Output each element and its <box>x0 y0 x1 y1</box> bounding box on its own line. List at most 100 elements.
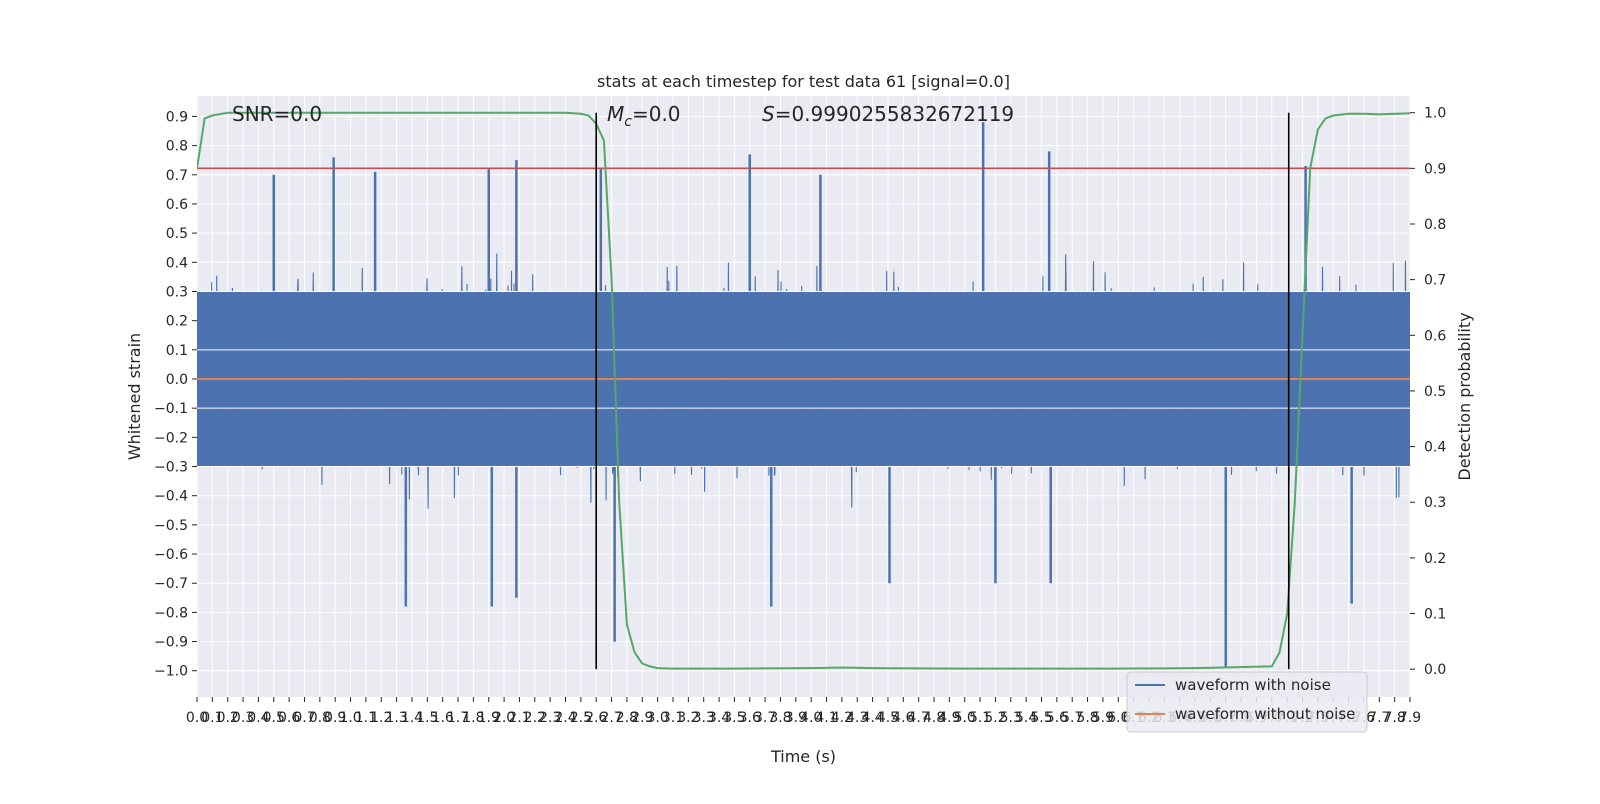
y-tick-label: 0.7 <box>166 168 188 184</box>
x-tick-label: 0.3 <box>232 710 254 726</box>
x-tick-label: 1.3 <box>385 710 407 726</box>
x-tick-label: 0.0 <box>186 710 208 726</box>
x-tick-label: 3.5 <box>723 710 745 726</box>
x-tick-label: 5.6 <box>1046 710 1068 726</box>
x-tick-label: 5.5 <box>1030 710 1052 726</box>
x-tick-label: 5.1 <box>969 710 991 726</box>
x-tick-label: 2.9 <box>631 710 653 726</box>
x-tick-label: 3.4 <box>708 710 730 726</box>
x-tick-label: 4.1 <box>815 710 837 726</box>
x-tick-label: 5.7 <box>1061 710 1083 726</box>
y2-tick-label: 0.2 <box>1424 551 1446 567</box>
chart-title: stats at each timestep for test data 61 … <box>597 72 1010 91</box>
s-value: =0.9990255832672119 <box>775 102 1014 126</box>
legend-label-waveform-with-noise: waveform with noise <box>1175 676 1331 694</box>
x-tick-label: 4.8 <box>923 710 945 726</box>
y-tick-label: 0.3 <box>166 284 188 300</box>
y2-tick-label: 0.6 <box>1424 328 1446 344</box>
x-tick-label: 1.9 <box>478 710 500 726</box>
x-tick-label: 4.3 <box>846 710 868 726</box>
x-tick-label: 0.7 <box>293 710 315 726</box>
y-tick-label: −0.9 <box>154 635 188 651</box>
y2-tick-label: 0.3 <box>1424 495 1446 511</box>
x-axis-label: Time (s) <box>770 747 836 766</box>
x-tick-label: 0.9 <box>324 710 346 726</box>
x-tick-label: 4.4 <box>861 710 883 726</box>
x-tick-label: 5.2 <box>984 710 1006 726</box>
x-tick-label: 1.8 <box>462 710 484 726</box>
y2-tick-label: 0.5 <box>1424 384 1446 400</box>
x-tick-label: 7.7 <box>1368 710 1390 726</box>
x-tick-label: 4.5 <box>877 710 899 726</box>
x-tick-label: 1.4 <box>401 710 423 726</box>
x-tick-label: 0.8 <box>309 710 331 726</box>
mc-subscript: c <box>624 114 632 130</box>
x-tick-label: 1.6 <box>432 710 454 726</box>
y2-tick-label: 0.0 <box>1424 662 1446 678</box>
plot-area <box>197 111 1410 670</box>
x-tick-label: 2.5 <box>570 710 592 726</box>
x-tick-label: 7.8 <box>1384 710 1406 726</box>
y-tick-label: −0.8 <box>154 605 188 621</box>
x-tick-label: 0.5 <box>263 710 285 726</box>
mc-symbol: M <box>607 102 624 126</box>
noise-trace <box>197 253 1410 509</box>
x-tick-label: 2.4 <box>554 710 576 726</box>
x-tick-label: 0.6 <box>278 710 300 726</box>
y-tick-label: −0.2 <box>154 430 188 446</box>
x-tick-label: 5.8 <box>1076 710 1098 726</box>
y2-tick-label: 0.1 <box>1424 607 1446 623</box>
y2-tick-label: 0.8 <box>1424 217 1446 233</box>
x-tick-label: 3.6 <box>739 710 761 726</box>
x-tick-label: 5.4 <box>1015 710 1037 726</box>
x-tick-label: 3.2 <box>677 710 699 726</box>
series-detection-probability <box>197 111 1410 670</box>
y-tick-label: −0.5 <box>154 518 188 534</box>
y-tick-label: 0.5 <box>166 226 188 242</box>
x-tick-label: 4.2 <box>831 710 853 726</box>
x-tick-label: 0.2 <box>217 710 239 726</box>
x-tick-label: 1.2 <box>370 710 392 726</box>
x-tick-label: 1.7 <box>447 710 469 726</box>
y-tick-label: 0.8 <box>166 139 188 155</box>
legend-box <box>1126 671 1368 733</box>
y-tick-label: −0.4 <box>154 489 188 505</box>
mc-value: =0.0 <box>632 102 681 126</box>
x-tick-label: 3.7 <box>754 710 776 726</box>
x-tick-label: 3.9 <box>785 710 807 726</box>
vertical-markers <box>595 112 1290 670</box>
x-tick-label: 2.1 <box>508 710 530 726</box>
y-tick-label: 0.0 <box>166 372 188 388</box>
y-tick-label: 0.4 <box>166 255 188 271</box>
y-tick-label: −0.7 <box>154 576 188 592</box>
x-tick-label: 7.9 <box>1399 710 1421 726</box>
x-tick-label: 4.0 <box>800 710 822 726</box>
x-tick-label: 1.5 <box>416 710 438 726</box>
legend: waveform with noise waveform without noi… <box>1126 671 1368 733</box>
x-tick-label: 4.9 <box>938 710 960 726</box>
annotation-score: S=0.9990255832672119 <box>762 102 1014 126</box>
x-tick-label: 2.6 <box>585 710 607 726</box>
y-tick-label: 0.9 <box>166 109 188 125</box>
x-tick-label: 4.6 <box>892 710 914 726</box>
x-tick-label: 2.3 <box>539 710 561 726</box>
y-tick-label: 0.6 <box>166 197 188 213</box>
y2-tick-label: 0.9 <box>1424 161 1446 177</box>
y-tick-label: −0.3 <box>154 460 188 476</box>
x-tick-label: 5.3 <box>1000 710 1022 726</box>
y2-axis-ticks: 1.0 0.9 0.8 0.7 0.6 0.5 0.4 0.3 0.2 0.1 0.0 <box>1410 106 1446 678</box>
x-tick-label: 2.2 <box>524 710 546 726</box>
y-axis-ticks: 0.9 0.8 0.7 0.6 0.5 0.4 0.3 0.2 0.1 0.0 −0.1 −0.2 −0… <box>154 109 197 680</box>
x-tick-label: 0.1 <box>201 710 223 726</box>
x-tick-label: 3.3 <box>693 710 715 726</box>
y-tick-label: −1.0 <box>154 664 188 680</box>
y2-tick-label: 0.4 <box>1424 440 1446 456</box>
y-tick-label: −0.6 <box>154 547 188 563</box>
x-tick-label: 3.0 <box>647 710 669 726</box>
y2-tick-label: 1.0 <box>1424 106 1446 122</box>
legend-label-waveform-without-noise: waveform without noise <box>1175 705 1355 723</box>
x-tick-label: 0.4 <box>247 710 269 726</box>
y-tick-label: 0.1 <box>166 343 188 359</box>
